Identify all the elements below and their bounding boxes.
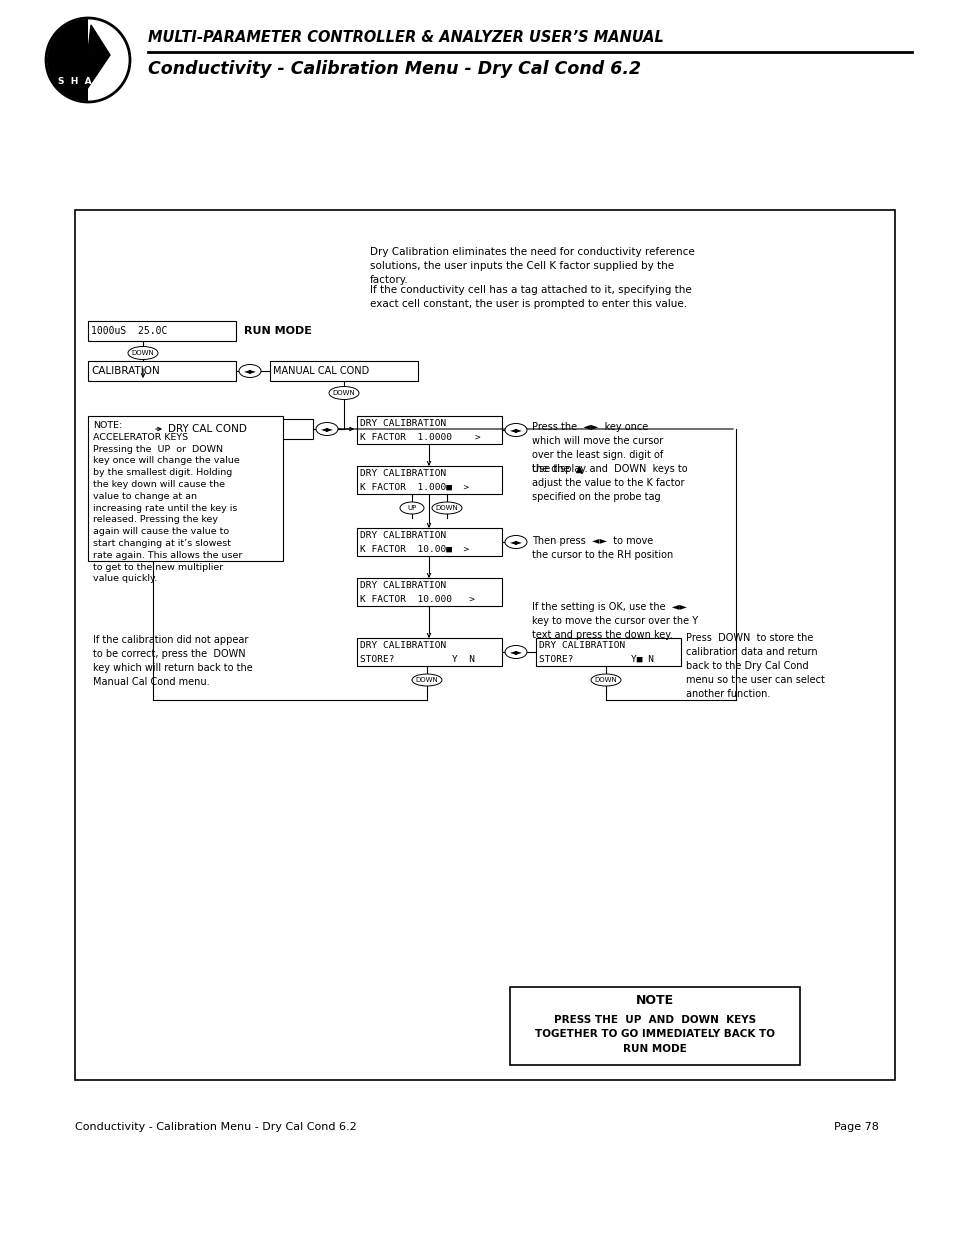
Text: STORE?          Y■ N: STORE? Y■ N [538, 655, 654, 663]
Text: If the calibration did not appear
to be correct, press the  DOWN
key which will : If the calibration did not appear to be … [92, 635, 253, 687]
Text: NOTE: NOTE [636, 994, 674, 1008]
Text: RUN MODE: RUN MODE [244, 326, 312, 336]
Text: DRY CALIBRATION: DRY CALIBRATION [359, 641, 446, 651]
Circle shape [46, 19, 130, 103]
Ellipse shape [412, 674, 441, 685]
FancyBboxPatch shape [356, 578, 501, 606]
Ellipse shape [329, 387, 358, 399]
Text: STORE?          Y  N: STORE? Y N [359, 655, 475, 663]
Text: Press  DOWN  to store the
calibration data and return
back to the Dry Cal Cond
m: Press DOWN to store the calibration data… [685, 634, 824, 699]
Text: K FACTOR  1.0000    >: K FACTOR 1.0000 > [359, 432, 480, 441]
FancyBboxPatch shape [165, 419, 313, 438]
Text: ◄►: ◄► [320, 425, 334, 433]
Text: MANUAL CAL COND: MANUAL CAL COND [273, 366, 369, 375]
Text: Conductivity - Calibration Menu - Dry Cal Cond 6.2: Conductivity - Calibration Menu - Dry Ca… [148, 61, 640, 78]
Text: If the conductivity cell has a tag attached to it, specifying the
exact cell con: If the conductivity cell has a tag attac… [370, 285, 691, 309]
Ellipse shape [239, 364, 261, 378]
Text: DRY CALIBRATION: DRY CALIBRATION [359, 531, 446, 541]
Text: MULTI-PARAMETER CONTROLLER & ANALYZER USER’S MANUAL: MULTI-PARAMETER CONTROLLER & ANALYZER US… [148, 30, 663, 44]
Wedge shape [47, 19, 88, 101]
FancyBboxPatch shape [356, 466, 501, 494]
FancyBboxPatch shape [536, 638, 680, 666]
FancyBboxPatch shape [88, 416, 283, 561]
Text: PRESS THE  UP  AND  DOWN  KEYS
TOGETHER TO GO IMMEDIATELY BACK TO
RUN MODE: PRESS THE UP AND DOWN KEYS TOGETHER TO G… [535, 1015, 774, 1053]
Ellipse shape [504, 424, 526, 436]
Ellipse shape [432, 501, 461, 514]
Text: Page 78: Page 78 [833, 1123, 878, 1132]
Text: S  H  A  R  K: S H A R K [58, 78, 118, 86]
FancyBboxPatch shape [88, 361, 235, 382]
Text: Use the  ▲  and  DOWN  keys to
adjust the value to the K factor
specified on the: Use the ▲ and DOWN keys to adjust the va… [532, 464, 687, 501]
Text: DRY CALIBRATION: DRY CALIBRATION [359, 420, 446, 429]
Text: Conductivity - Calibration Menu - Dry Cal Cond 6.2: Conductivity - Calibration Menu - Dry Ca… [75, 1123, 356, 1132]
Ellipse shape [504, 536, 526, 548]
FancyBboxPatch shape [88, 321, 235, 341]
Text: Then press  ◄►  to move
the cursor to the RH position: Then press ◄► to move the cursor to the … [532, 536, 673, 559]
Text: DOWN: DOWN [594, 677, 617, 683]
Polygon shape [83, 25, 110, 95]
Text: DOWN: DOWN [132, 350, 154, 356]
FancyBboxPatch shape [356, 416, 501, 445]
Text: DRY CAL COND: DRY CAL COND [168, 424, 247, 433]
Text: Press the  ◄►  key once
which will move the cursor
over the least sign. digit of: Press the ◄► key once which will move th… [532, 422, 662, 474]
FancyBboxPatch shape [270, 361, 417, 382]
Text: ◄►: ◄► [243, 367, 256, 375]
Text: UP: UP [407, 505, 416, 511]
Ellipse shape [504, 646, 526, 658]
Text: K FACTOR  10.000   >: K FACTOR 10.000 > [359, 594, 475, 604]
Text: K FACTOR  1.000■  >: K FACTOR 1.000■ > [359, 483, 469, 492]
Ellipse shape [128, 347, 158, 359]
Text: ◄►: ◄► [509, 426, 522, 435]
Text: DRY CALIBRATION: DRY CALIBRATION [359, 469, 446, 478]
Ellipse shape [399, 501, 423, 514]
FancyBboxPatch shape [75, 210, 894, 1079]
Text: Dry Calibration eliminates the need for conductivity reference
solutions, the us: Dry Calibration eliminates the need for … [370, 247, 694, 285]
Text: DRY CALIBRATION: DRY CALIBRATION [538, 641, 624, 651]
Text: NOTE:
ACCELERATOR KEYS
Pressing the  UP  or  DOWN
key once will change the value: NOTE: ACCELERATOR KEYS Pressing the UP o… [92, 421, 242, 583]
Ellipse shape [315, 422, 337, 436]
Ellipse shape [590, 674, 620, 685]
Text: ◄►: ◄► [509, 537, 522, 547]
Text: 1000uS  25.0C: 1000uS 25.0C [91, 326, 167, 336]
Text: If the setting is OK, use the  ◄►
key to move the cursor over the Y
text and pre: If the setting is OK, use the ◄► key to … [532, 601, 698, 640]
Text: DOWN: DOWN [416, 677, 438, 683]
Text: DOWN: DOWN [333, 390, 355, 396]
FancyBboxPatch shape [356, 529, 501, 556]
FancyBboxPatch shape [356, 638, 501, 666]
Text: CALIBRATION: CALIBRATION [91, 366, 159, 375]
Text: DOWN: DOWN [436, 505, 457, 511]
FancyBboxPatch shape [510, 987, 800, 1065]
Text: ◄►: ◄► [509, 647, 522, 657]
Text: K FACTOR  10.00■  >: K FACTOR 10.00■ > [359, 545, 469, 553]
Text: DRY CALIBRATION: DRY CALIBRATION [359, 582, 446, 590]
